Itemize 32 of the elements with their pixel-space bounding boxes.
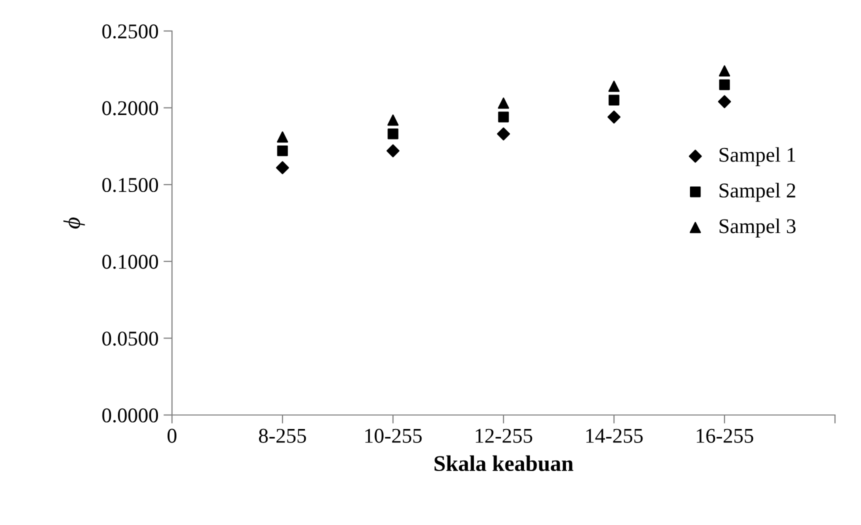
- point: [719, 79, 730, 90]
- x-tick-label: 10-255: [365, 428, 422, 443]
- x-tick-label: 8-255: [258, 428, 306, 443]
- point: [276, 161, 290, 174]
- point: [387, 114, 399, 126]
- y-tick-label: 0.0000: [102, 408, 158, 423]
- point: [718, 95, 732, 108]
- point: [718, 65, 730, 77]
- legend-label: Sampel 3: [720, 218, 796, 238]
- point: [277, 145, 288, 156]
- x-tick-label: 14-255: [586, 428, 643, 443]
- point: [607, 110, 621, 124]
- y-tick-label: 0.0500: [102, 332, 158, 346]
- point: [608, 94, 620, 106]
- legend-label: Sampel 1: [720, 147, 796, 166]
- x-tick-label: 12-255: [476, 428, 532, 443]
- point: [388, 128, 398, 140]
- point: [498, 112, 509, 122]
- x-tick-label: 0: [168, 428, 176, 443]
- point: [496, 127, 510, 140]
- y-tick-label: 0.1000: [102, 254, 158, 269]
- y-tick-label: 0.2500: [102, 24, 158, 39]
- x-axis-title: Skala keabuan: [434, 455, 574, 472]
- point: [386, 144, 400, 158]
- legend-label: Sampel 2: [720, 182, 796, 202]
- point: [608, 80, 620, 92]
- y-tick-label: 0.2000: [102, 101, 158, 116]
- point: [498, 98, 510, 109]
- point: [276, 131, 288, 143]
- y-tick-label: 0.1500: [102, 178, 158, 192]
- y-axis-title: ϕ: [63, 217, 85, 229]
- x-tick-label: 16-255: [696, 428, 754, 443]
